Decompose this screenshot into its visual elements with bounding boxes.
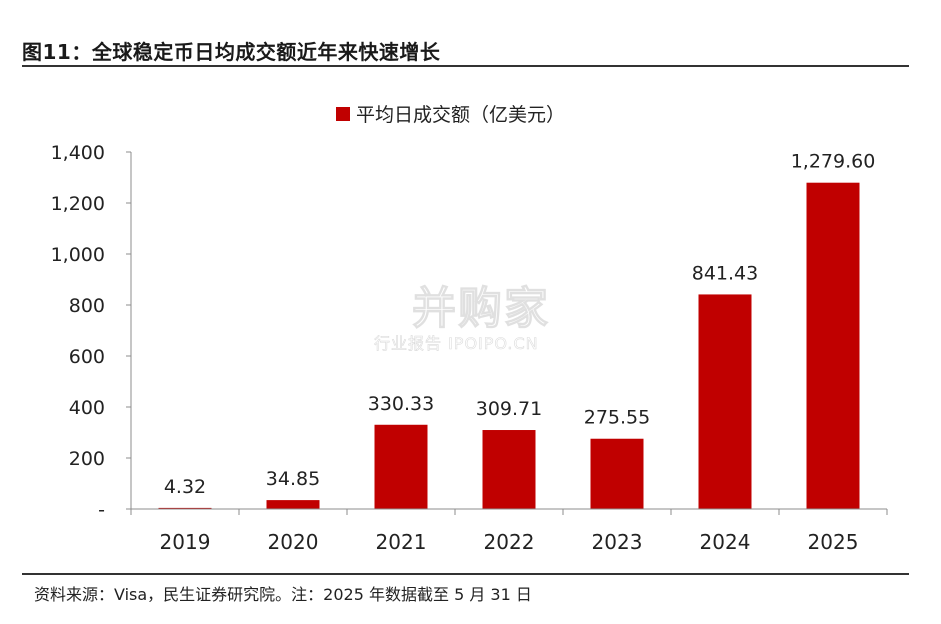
chart-legend: 平均日成交额（亿美元） — [336, 104, 565, 126]
bars: 4.32 34.85 330.33 309.71 275.55 841.43 1,279.6… — [158, 151, 876, 509]
data-label: 309.71 — [476, 398, 542, 420]
y-tick-label: 400 — [69, 397, 105, 419]
data-label: 275.55 — [584, 407, 650, 429]
bar — [806, 182, 860, 509]
title-rule — [22, 65, 909, 67]
y-tick-label: 800 — [69, 295, 105, 317]
legend-label: 平均日成交额（亿美元） — [356, 104, 565, 126]
data-label: 1,279.60 — [791, 151, 876, 173]
bar-chart: 平均日成交额（亿美元） - 200 400 600 800 1,000 1,200 1,400… — [51, 104, 888, 554]
x-tick-label: 2022 — [484, 530, 535, 554]
data-label: 841.43 — [692, 262, 758, 284]
y-tick-label: 1,200 — [51, 193, 105, 215]
y-axis: - 200 400 600 800 1,000 1,200 1,400 — [51, 142, 132, 521]
bar — [698, 294, 752, 509]
y-tick-label: - — [98, 499, 105, 521]
x-axis: 2019 2020 2021 2022 2023 2024 2025 — [130, 508, 888, 554]
bar — [266, 500, 320, 509]
data-label: 330.33 — [368, 393, 434, 415]
source-note: 资料来源：Visa，民生证券研究院。注：2025 年数据截至 5 月 31 日 — [34, 585, 532, 604]
data-label: 4.32 — [164, 476, 206, 498]
x-tick-label: 2020 — [268, 530, 319, 554]
x-tick-label: 2024 — [700, 530, 751, 554]
data-label: 34.85 — [266, 468, 320, 490]
y-tick-label: 200 — [69, 448, 105, 470]
x-tick-label: 2019 — [160, 530, 211, 554]
bottom-rule — [22, 573, 909, 575]
y-tick-label: 600 — [69, 346, 105, 368]
bar — [482, 430, 536, 509]
legend-swatch — [336, 107, 350, 121]
x-tick-label: 2021 — [376, 530, 427, 554]
x-tick-label: 2023 — [592, 530, 643, 554]
bar — [374, 424, 428, 509]
x-tick-label: 2025 — [808, 530, 859, 554]
bar — [590, 438, 644, 509]
bar — [158, 507, 212, 509]
y-tick-label: 1,000 — [51, 244, 105, 266]
y-tick-label: 1,400 — [51, 142, 105, 164]
figure-title: 图11：全球稳定币日均成交额近年来快速增长 — [22, 40, 441, 64]
